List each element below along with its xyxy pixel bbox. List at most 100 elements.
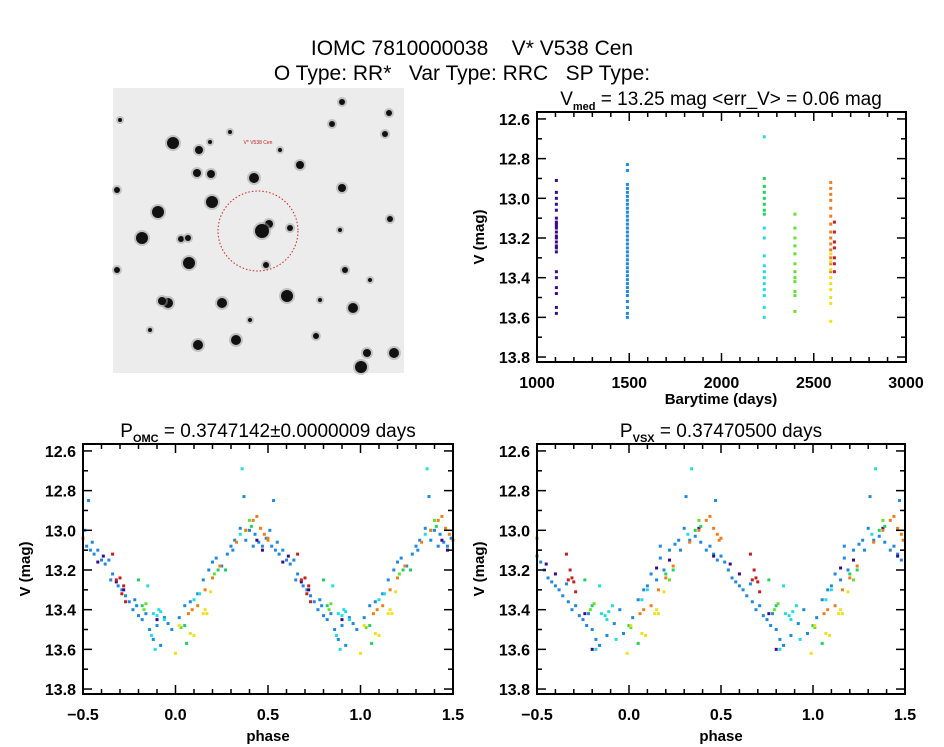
data-point xyxy=(444,526,448,530)
data-point xyxy=(249,524,253,528)
x-tick-label: −0.5 xyxy=(521,707,553,724)
data-point xyxy=(658,556,662,560)
data-point xyxy=(577,614,581,618)
data-point xyxy=(286,554,290,558)
data-point xyxy=(697,528,701,532)
data-point xyxy=(605,633,609,637)
data-point xyxy=(625,230,629,234)
data-point xyxy=(625,182,629,186)
vsx-plot-xlabel: phase xyxy=(699,728,742,745)
data-point xyxy=(840,588,844,592)
data-point xyxy=(719,554,723,558)
data-point xyxy=(789,618,793,622)
data-point xyxy=(340,614,344,618)
data-point xyxy=(625,226,629,230)
data-point xyxy=(625,274,629,278)
data-point xyxy=(192,633,196,637)
data-point xyxy=(196,604,200,608)
data-point xyxy=(667,548,671,552)
data-point xyxy=(277,552,281,556)
data-point xyxy=(120,588,124,592)
data-point xyxy=(392,568,396,572)
y-tick-label: 13.2 xyxy=(499,563,530,580)
data-point xyxy=(762,282,766,286)
data-point xyxy=(590,647,594,651)
data-point xyxy=(90,540,94,544)
data-point xyxy=(574,590,578,594)
data-point xyxy=(347,618,351,622)
data-point xyxy=(235,540,239,544)
data-point xyxy=(762,135,766,139)
data-point xyxy=(429,528,433,532)
data-point xyxy=(679,548,683,552)
data-point xyxy=(288,562,292,566)
data-point xyxy=(347,616,351,620)
data-point xyxy=(373,600,377,604)
data-point xyxy=(697,518,701,522)
data-point xyxy=(553,584,557,588)
data-point xyxy=(275,540,279,544)
data-point xyxy=(377,633,381,637)
data-point xyxy=(625,290,629,294)
data-point xyxy=(554,202,558,206)
star xyxy=(178,236,184,242)
data-point xyxy=(758,604,762,608)
data-point xyxy=(554,226,558,230)
data-point xyxy=(188,600,192,604)
data-point xyxy=(829,282,833,286)
data-point xyxy=(554,230,558,234)
data-point xyxy=(264,536,268,540)
data-point xyxy=(769,624,773,628)
data-point xyxy=(340,618,344,622)
data-point xyxy=(144,612,148,616)
data-point xyxy=(242,495,246,499)
data-point xyxy=(667,578,671,582)
data-point xyxy=(394,590,398,594)
data-point xyxy=(667,558,671,562)
data-point xyxy=(829,236,833,240)
data-point xyxy=(866,526,870,530)
time-plot: 1000 1500 2000 2500 3000 12.6 12.8 13.0 13.2 13.4… xyxy=(499,111,924,392)
data-point xyxy=(625,190,629,194)
data-point xyxy=(737,584,741,588)
data-point xyxy=(405,564,409,568)
data-point xyxy=(625,198,629,202)
data-point xyxy=(761,614,765,618)
data-point xyxy=(774,604,778,608)
data-point xyxy=(329,602,333,606)
data-point xyxy=(268,528,272,532)
omc-plot-ylabel: V (mag) xyxy=(17,541,34,596)
star xyxy=(207,170,215,178)
data-point xyxy=(820,598,824,602)
star xyxy=(339,99,345,105)
data-point xyxy=(561,594,565,598)
data-point xyxy=(832,262,836,266)
data-point xyxy=(155,624,159,628)
star xyxy=(287,225,293,231)
data-point xyxy=(259,526,263,530)
data-point xyxy=(157,608,161,612)
data-point xyxy=(805,631,809,635)
x-tick-label: 1.0 xyxy=(349,707,371,724)
data-point xyxy=(203,608,207,612)
star xyxy=(248,318,252,322)
data-point xyxy=(837,612,841,616)
data-point xyxy=(318,598,322,602)
data-point xyxy=(253,532,257,536)
data-point xyxy=(133,598,137,602)
star xyxy=(338,228,342,232)
x-tick-label: 1000 xyxy=(519,375,555,392)
title-rest: = 0.3747142±0.0000009 days xyxy=(159,421,416,442)
y-tick-label: 13.0 xyxy=(45,523,76,540)
data-point xyxy=(140,618,144,622)
data-point xyxy=(554,236,558,240)
data-point xyxy=(828,633,832,637)
data-point xyxy=(870,532,874,536)
data-point xyxy=(829,301,833,305)
data-point xyxy=(793,294,797,298)
data-point xyxy=(793,252,797,256)
data-point xyxy=(190,608,194,612)
data-point xyxy=(594,637,598,641)
data-point xyxy=(715,532,719,536)
data-point xyxy=(118,576,122,580)
